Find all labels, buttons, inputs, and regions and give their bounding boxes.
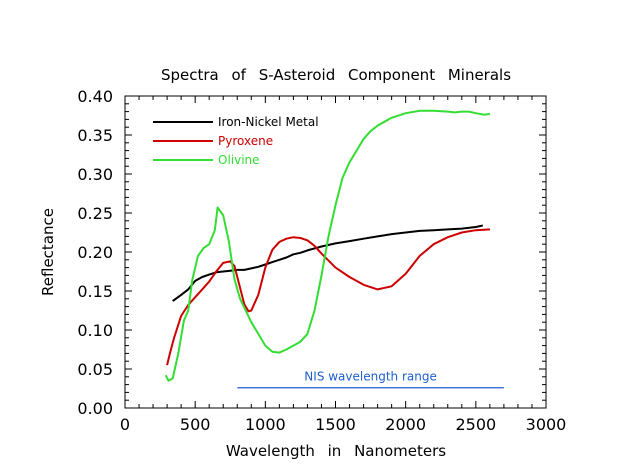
y-tick-label: 0.35 [77, 126, 113, 145]
x-tick-label: 1500 [315, 415, 356, 434]
x-tick-label: 2000 [385, 415, 426, 434]
legend-label-iron-nickel-metal: Iron-Nickel Metal [218, 115, 319, 129]
y-axis-ticks: 0.00 0.05 0.10 0.15 0.20 0.25 0.30 0.35 0.40 [77, 87, 546, 418]
series-line-iron-nickel-metal [172, 224, 484, 302]
y-tick-label: 0.40 [77, 87, 113, 106]
y-tick-label: 0.30 [77, 165, 113, 184]
legend-label-olivine: Olivine [218, 153, 260, 167]
y-tick-label: 0.10 [77, 321, 113, 340]
y-tick-label: 0.25 [77, 204, 113, 223]
plot-area [124, 95, 547, 409]
series-line-pyroxene [166, 228, 490, 366]
y-tick-label: 0.15 [77, 282, 113, 301]
x-tick-label: 3000 [526, 415, 567, 434]
x-axis-ticks: 0 500 1000 1500 2000 2500 3000 [120, 96, 566, 434]
y-tick-label: 0.20 [77, 243, 113, 262]
x-tick-label: 500 [180, 415, 211, 434]
legend-label-pyroxene: Pyroxene [218, 134, 273, 148]
nis-range-annotation: NIS wavelength range [237, 370, 504, 389]
x-axis-label: Wavelength in Nanometers [226, 442, 446, 460]
legend: Iron-Nickel Metal Pyroxene Olivine [153, 115, 319, 167]
x-tick-label: 1000 [245, 415, 286, 434]
y-axis-label: Reflectance [39, 208, 57, 296]
series-line-olivine [164, 109, 491, 382]
chart-title: Spectra of S-Asteroid Component Minerals [161, 66, 511, 84]
series-lines [164, 109, 491, 382]
y-tick-label: 0.05 [77, 360, 113, 379]
x-tick-label: 2500 [455, 415, 496, 434]
nis-range-label: NIS wavelength range [304, 370, 437, 384]
plot-border [124, 95, 547, 409]
x-tick-label: 0 [120, 415, 130, 434]
y-tick-label: 0.00 [77, 399, 113, 418]
